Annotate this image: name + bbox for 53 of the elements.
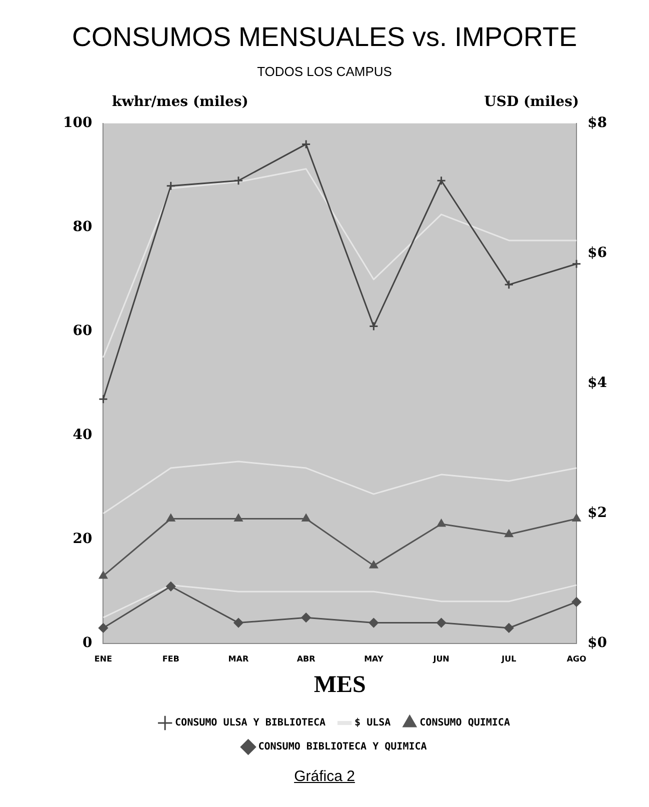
x-tick-label: AGO [566,654,586,664]
y2-axis-title: USD (miles) [484,94,579,110]
x-tick-label: FEB [162,654,180,664]
point [436,618,446,628]
point [234,514,243,522]
point [436,176,446,186]
point [166,181,176,191]
chart-title: CONSUMOS MENSUALES vs. IMPORTE [70,22,578,53]
point [234,176,244,186]
x-tick-label: MAY [364,654,384,664]
legend-label: CONSUMO QUIMICA [420,718,510,729]
point [572,597,582,607]
y2-tick-label: $0 [588,635,608,652]
y2-tick-label: $6 [588,245,607,262]
text: Gráfica 2 [293,768,356,785]
point [99,571,108,579]
y-tick-label: 60 [72,323,92,340]
y-tick-label: 40 [72,427,92,444]
point [234,618,244,628]
point [572,514,581,522]
point [368,322,378,332]
point [98,394,108,404]
point [166,514,176,522]
point [368,618,378,628]
y2-tick-label: $8 [588,115,607,132]
point [437,519,446,527]
x-tick-label: ABR [296,654,316,664]
chart-subtitle: TODOS LOS CAMPUS [256,64,393,79]
x-tick-label: MAR [228,654,249,664]
x-tick-label: JUN [432,654,450,664]
y-tick-label: 20 [72,531,92,548]
point [166,582,176,592]
point [98,623,108,633]
y-tick-label: 0 [82,635,92,652]
x-tick-label: ENE [94,654,112,664]
point [504,530,514,538]
legend-label: CONSUMO BIBLIOTECA Y QUIMICA [258,742,427,753]
point [504,623,514,633]
point [369,560,378,568]
x-axis-title: MES [314,672,366,698]
point [572,259,582,269]
x-tick-label: JUL [500,654,516,664]
point [301,139,311,149]
point [504,280,514,290]
y2-tick-label: $4 [588,375,608,392]
legend-label: CONSUMO ULSA Y BIBLIOTECA [175,718,326,729]
y-tick-label: 80 [72,219,92,236]
y-tick-label: 100 [62,115,92,132]
y-axis-title: kwhr/mes (miles) [112,94,248,110]
legend-label: $ ULSA [354,718,391,729]
y2-tick-label: $2 [588,505,607,522]
point [302,514,310,522]
point [301,612,311,622]
